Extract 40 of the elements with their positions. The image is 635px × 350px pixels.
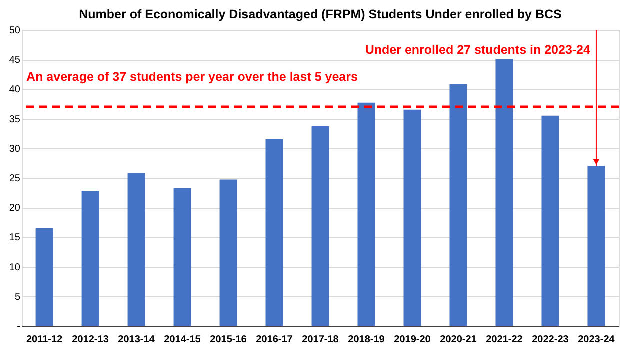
bar <box>542 116 560 326</box>
annotation: Under enrolled 27 students in 2023-24 <box>365 43 591 57</box>
y-tick-label: 30 <box>9 144 21 155</box>
bar <box>266 140 284 326</box>
x-tick-label: 2019-20 <box>394 334 432 346</box>
y-tick-label: 40 <box>9 84 21 96</box>
x-tick-label: 2018-19 <box>348 334 386 346</box>
y-tick-label: 50 <box>9 26 21 36</box>
bar <box>358 102 376 326</box>
y-tick-label: 25 <box>9 174 21 184</box>
y-tick-label: 5 <box>14 292 21 303</box>
ref-line-label: An average of 37 students per year over the last 5 years <box>26 70 358 84</box>
x-tick-label: 2023-24 <box>578 334 616 346</box>
y-tick-label: 35 <box>9 114 21 126</box>
x-tick-label: 2020-21 <box>440 334 478 346</box>
x-tick-label: 2022-23 <box>532 334 570 346</box>
x-tick-label: 2021-22 <box>486 334 524 346</box>
y-tick-label: 10 <box>9 262 21 274</box>
y-tick-label: 20 <box>9 203 21 214</box>
x-tick-label: 2015-16 <box>210 334 248 346</box>
y-tick-label: 45 <box>9 55 21 66</box>
x-tick-label: 2012-13 <box>72 334 110 346</box>
bar <box>174 188 192 326</box>
bar <box>404 110 422 326</box>
x-tick-label: 2016-17 <box>256 334 294 346</box>
chart-title: Number of Economically Disadvantaged (FRPM) Students Under enrolled by BCS <box>79 8 562 22</box>
bar <box>588 166 606 326</box>
y-tick-label: - <box>17 322 20 332</box>
x-tick-label: 2014-15 <box>164 334 202 346</box>
bar <box>312 126 330 326</box>
bar <box>450 84 468 326</box>
bar <box>496 59 514 326</box>
x-tick-label: 2013-14 <box>118 334 156 346</box>
bar <box>82 191 100 326</box>
y-tick-label: 15 <box>9 232 21 244</box>
bar <box>220 180 238 326</box>
bar <box>36 228 54 326</box>
x-tick-label: 2017-18 <box>302 334 340 346</box>
x-tick-label: 2011-12 <box>26 334 64 346</box>
bar <box>128 173 146 326</box>
